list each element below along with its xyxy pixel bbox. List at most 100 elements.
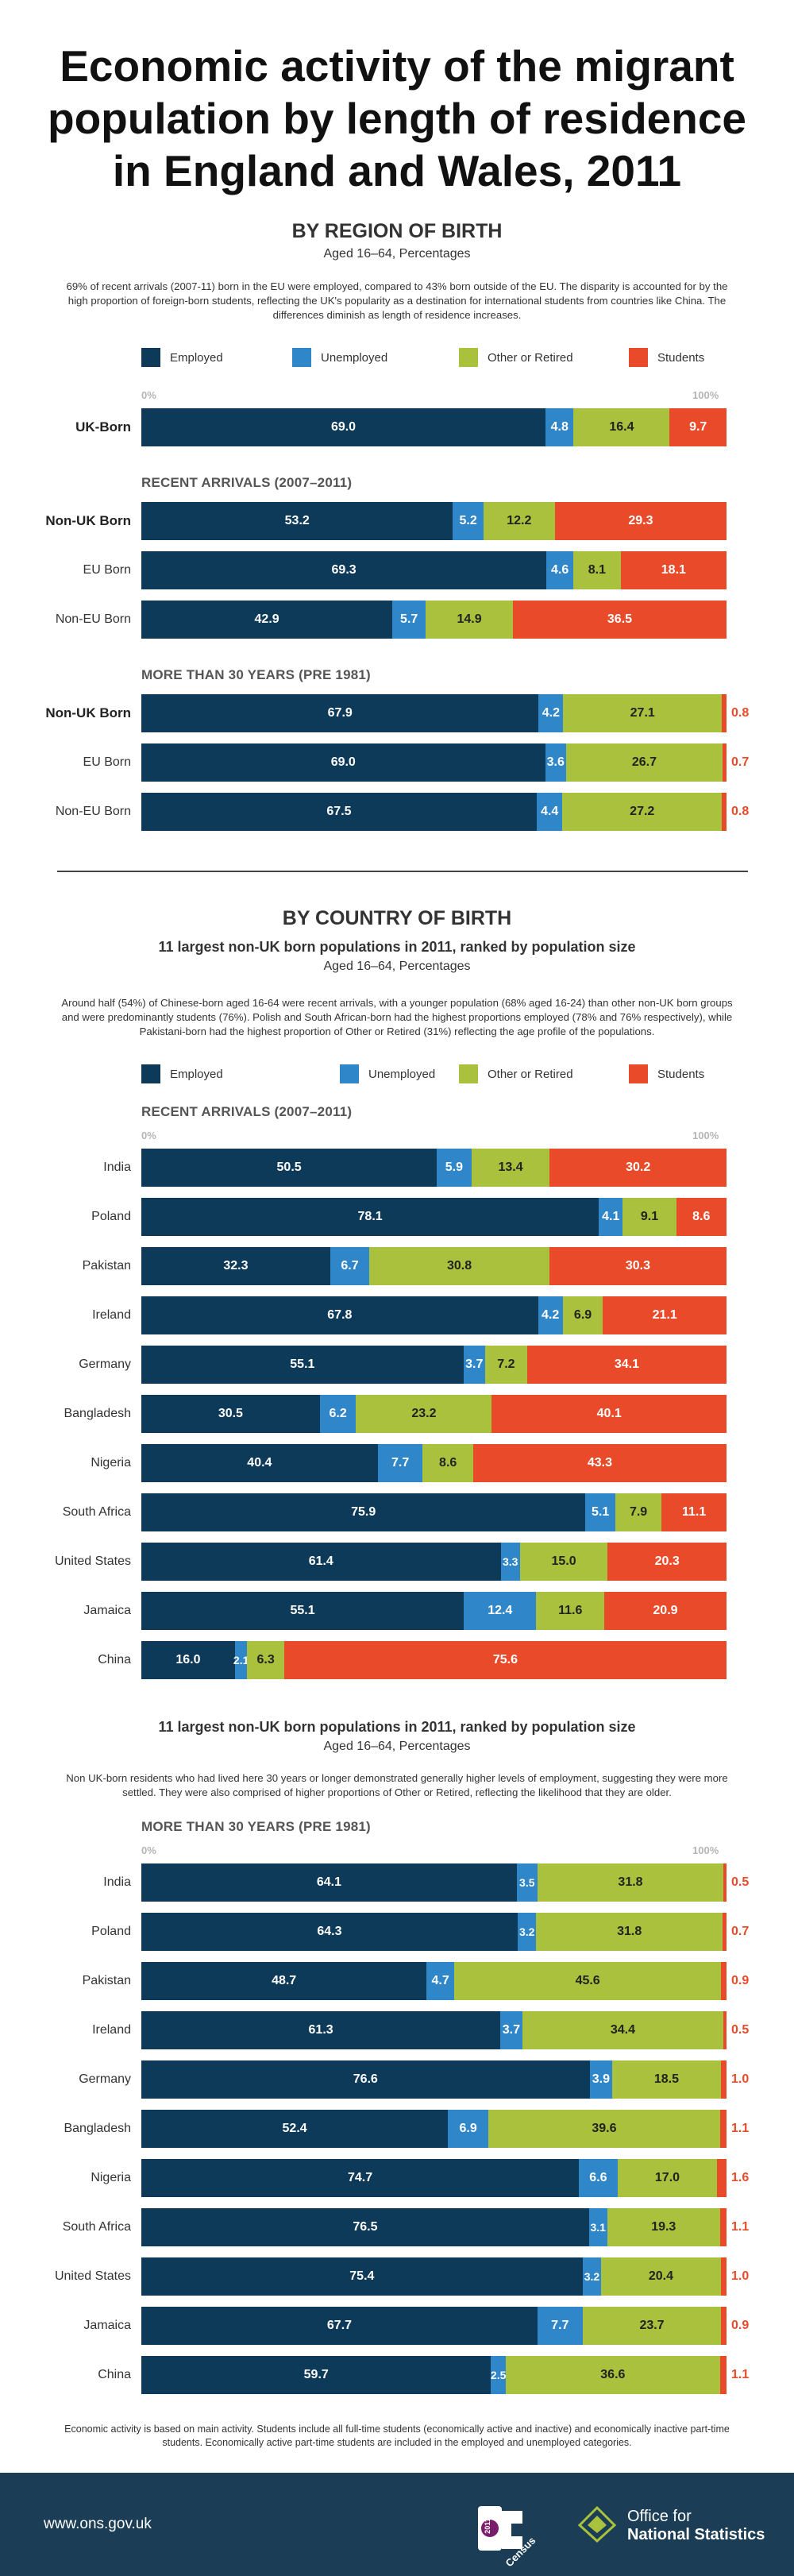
bar-segment-other: 16.4 xyxy=(573,408,670,446)
footer-link[interactable]: www.ons.gov.uk xyxy=(44,2516,152,2532)
row-label: UK-Born xyxy=(75,419,131,434)
bar-segment-other: 39.6 xyxy=(488,2110,720,2148)
data-label: 42.9 xyxy=(254,612,279,626)
census-year: 2011 xyxy=(483,2518,491,2534)
data-label: 6.9 xyxy=(573,1308,592,1322)
data-label: 30.3 xyxy=(625,1259,651,1273)
row-label: Non-EU Born xyxy=(55,612,131,626)
bar-segment-employed: 53.2 xyxy=(141,502,453,540)
stacked-bar: 67.5 4.4 27.2 0.8 xyxy=(141,793,749,831)
data-label: 20.3 xyxy=(654,1554,680,1568)
row-label: Pakistan xyxy=(82,1974,131,1987)
row-label: Bangladesh xyxy=(64,1407,131,1420)
bar-segment-other: 20.4 xyxy=(601,2257,721,2296)
data-label: 5.1 xyxy=(592,1505,610,1519)
data-label: 31.8 xyxy=(617,1925,642,1938)
legend-swatch-employed xyxy=(141,348,160,367)
bar-segment-employed: 76.6 xyxy=(141,2060,590,2099)
data-label: 14.9 xyxy=(457,612,482,626)
bar-segment-unemployed: 3.3 xyxy=(500,1543,520,1581)
bar-segment-students: 20.3 xyxy=(607,1543,727,1581)
row-label: Nigeria xyxy=(91,1456,131,1470)
data-label: 21.1 xyxy=(652,1308,677,1322)
bar-segment-unemployed: 6.9 xyxy=(448,2110,489,2148)
bar-segment-unemployed: 2.1 xyxy=(233,1641,249,1679)
bar-segment-other: 34.4 xyxy=(522,2011,724,2049)
data-label: 3.7 xyxy=(502,2023,520,2037)
legend-item-unemployed: Unemployed xyxy=(340,1064,435,1083)
bar-segment-unemployed: 6.6 xyxy=(579,2159,618,2197)
data-label: 50.5 xyxy=(276,1161,302,1174)
data-label: 30.5 xyxy=(218,1407,243,1420)
chart-row: Bangladesh 52.4 6.9 39.6 1.1 xyxy=(0,2110,794,2148)
bar-segment-other: 6.9 xyxy=(562,1296,603,1334)
bar-segment-other: 27.2 xyxy=(562,793,723,831)
bar-segment-students xyxy=(719,2208,727,2246)
stacked-bar: 52.4 6.9 39.6 1.1 xyxy=(141,2110,749,2148)
bar-segment-employed: 75.4 xyxy=(141,2257,583,2296)
data-label: 7.7 xyxy=(391,1456,410,1470)
chart-row: United States 61.4 3.3 15.0 20.3 xyxy=(0,1543,794,1581)
data-label: 30.8 xyxy=(446,1259,472,1273)
data-label: 34.4 xyxy=(610,2023,635,2037)
bar-segment-employed: 55.1 xyxy=(141,1346,464,1384)
data-label: 7.9 xyxy=(629,1505,648,1519)
data-label: 3.5 xyxy=(519,1876,535,1889)
bar-segment-students xyxy=(719,2356,727,2394)
bar-segment-other: 8.1 xyxy=(573,551,621,589)
data-label: 3.3 xyxy=(502,1555,518,1568)
stacked-bar: 61.4 3.3 15.0 20.3 xyxy=(141,1543,727,1581)
legend-item-employed: Employed xyxy=(141,1064,223,1083)
data-label: 0.8 xyxy=(731,805,750,818)
data-label: 20.4 xyxy=(648,2269,674,2283)
row-label: Non-EU Born xyxy=(55,805,131,818)
stacked-bar: 16.0 2.1 6.3 75.6 xyxy=(141,1641,727,1679)
bar-segment-employed: 69.0 xyxy=(141,408,546,446)
data-label: 19.3 xyxy=(651,2220,676,2234)
data-label: 23.7 xyxy=(639,2319,665,2332)
bar-segment-unemployed: 7.7 xyxy=(377,1444,423,1482)
bar-segment-other: 6.3 xyxy=(247,1641,284,1679)
data-label: 9.1 xyxy=(640,1210,659,1223)
stacked-bar: 55.1 3.7 7.2 34.1 xyxy=(141,1346,727,1384)
legend-label-other: Other or Retired xyxy=(488,1067,573,1081)
bar-segment-students xyxy=(723,1863,727,1902)
bar-segment-employed: 61.3 xyxy=(141,2011,501,2049)
data-label: 55.1 xyxy=(290,1358,315,1371)
data-label: 76.5 xyxy=(353,2220,378,2234)
group-label-long-country: MORE THAN 30 YEARS (PRE 1981) xyxy=(141,1819,371,1834)
data-label: 4.2 xyxy=(542,706,561,720)
stacked-bar: 67.9 4.2 27.1 0.8 xyxy=(141,694,749,732)
data-label: 0.7 xyxy=(731,755,750,769)
data-label: 12.4 xyxy=(488,1604,513,1617)
bar-segment-employed: 74.7 xyxy=(141,2159,580,2197)
bar-segment-employed: 67.9 xyxy=(141,694,539,732)
bar-segment-other: 26.7 xyxy=(566,743,723,782)
legend-country: Employed Unemployed Other or Retired Stu… xyxy=(0,1064,794,1083)
data-label: 64.1 xyxy=(316,1875,341,1889)
footer: www.ons.gov.uk 2011 Census Office for Na… xyxy=(0,2473,794,2576)
legend-label-students: Students xyxy=(657,1067,705,1081)
bar-segment-unemployed: 5.7 xyxy=(392,601,426,639)
data-label: 67.8 xyxy=(327,1308,353,1322)
data-label: 48.7 xyxy=(272,1974,297,1987)
bar-segment-students: 20.9 xyxy=(603,1592,727,1630)
bar-segment-employed: 76.5 xyxy=(141,2208,589,2246)
bar-segment-other: 7.2 xyxy=(484,1346,527,1384)
stacked-bar: 67.8 4.2 6.9 21.1 xyxy=(141,1296,727,1334)
data-label: 0.5 xyxy=(731,1875,750,1889)
chart-row: UK-Born 69.0 4.8 16.4 9.7 xyxy=(0,408,794,446)
data-label: 74.7 xyxy=(347,2171,373,2184)
bar-segment-employed: 40.4 xyxy=(141,1444,378,1482)
bar-segment-unemployed: 5.9 xyxy=(437,1149,472,1187)
stacked-bar: 30.5 6.2 23.2 40.1 xyxy=(141,1395,727,1433)
country-description: Around half (54%) of Chinese-born aged 1… xyxy=(61,997,733,1037)
legend-region: Employed Unemployed Other or Retired Stu… xyxy=(0,348,794,367)
bar-segment-unemployed: 6.2 xyxy=(319,1395,357,1433)
row-label: Non-UK Born xyxy=(45,705,131,720)
chart-row: Jamaica 67.7 7.7 23.7 0.9 xyxy=(0,2307,794,2345)
data-label: 4.4 xyxy=(541,805,559,818)
data-label: 8.1 xyxy=(588,563,607,577)
bar-segment-other: 31.8 xyxy=(537,1863,724,1902)
bar-segment-unemployed: 4.7 xyxy=(426,1962,454,2000)
